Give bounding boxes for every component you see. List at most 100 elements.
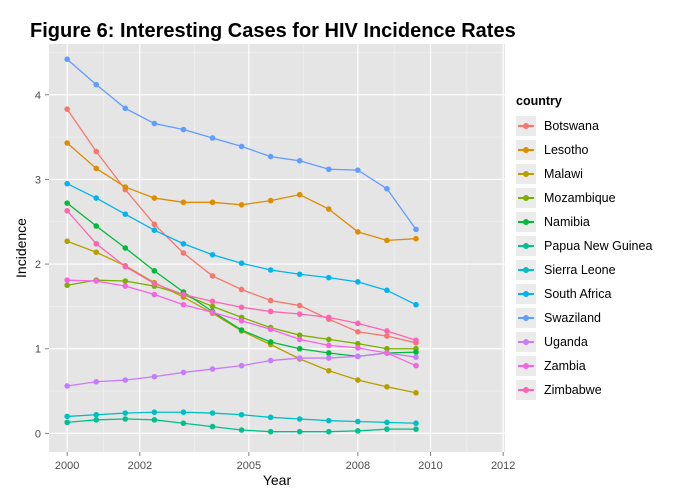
data-point-swaziland [180,126,187,133]
data-point-zambia [93,278,100,284]
data-point-zambia [296,336,303,343]
data-point-south-africa [296,271,303,278]
legend-key [516,212,536,232]
data-point-south-africa [180,240,187,247]
y-tick-label: 0 [35,428,41,440]
data-point-lesotho [122,184,129,190]
data-point-swaziland [122,105,129,112]
x-tick-label: 2010 [418,460,442,472]
data-point-zimbabwe [355,320,361,327]
data-point-zimbabwe [122,263,129,270]
data-point-mozambique [325,336,332,343]
x-tick-label: 2000 [55,460,79,472]
data-point-lesotho [93,165,100,172]
legend-item-papua-new-guinea: Papua New Guinea [516,234,652,258]
y-tick-label: 1 [35,344,41,356]
data-point-uganda [180,369,187,376]
legend-item-uganda: Uganda [516,330,652,354]
data-point-sierra-leone [355,418,361,425]
data-point-sierra-leone [64,413,70,420]
data-point-swaziland [267,153,274,160]
data-point-papua-new-guinea [325,428,332,435]
data-point-zambia [325,342,332,349]
data-point-south-africa [209,251,216,258]
data-point-mozambique [64,282,70,289]
data-point-zambia [355,345,361,351]
data-point-zimbabwe [209,298,216,305]
data-point-south-africa [93,195,100,201]
legend-label: Namibia [544,215,590,229]
y-tick-labels: 0 1 2 3 4 [35,90,41,441]
legend-items: Botswana Lesotho Malawi Mozambique Namibia Pa… [516,114,652,402]
data-point-zimbabwe [238,304,245,311]
legend-label: Zambia [544,359,586,373]
data-point-lesotho [267,197,274,204]
data-point-sierra-leone [238,411,245,418]
data-point-sierra-leone [122,410,129,416]
legend-key [516,284,536,304]
data-point-zimbabwe [151,280,158,287]
data-point-uganda [93,378,100,385]
data-point-swaziland [209,135,216,141]
data-point-botswana [238,286,245,293]
legend-item-zambia: Zambia [516,354,652,378]
chart-title: Figure 6: Interesting Cases for HIV Inci… [30,20,516,42]
data-point-namibia [64,200,70,206]
data-point-lesotho [209,199,216,206]
data-point-zimbabwe [180,291,187,298]
data-point-papua-new-guinea [93,417,100,423]
data-point-papua-new-guinea [267,428,274,435]
data-point-south-africa [267,267,274,273]
data-point-south-africa [384,287,390,294]
data-point-uganda [325,355,332,361]
data-point-namibia [93,223,100,229]
data-point-botswana [93,148,100,155]
data-point-sierra-leone [413,420,419,427]
data-point-namibia [325,350,332,356]
data-point-malawi [413,389,419,396]
data-point-lesotho [238,202,245,208]
data-point-zimbabwe [267,308,274,315]
data-point-malawi [93,249,100,256]
legend: country Botswana Lesotho Malawi Mozambique N… [516,94,652,402]
data-point-lesotho [151,195,158,201]
legend-key [516,308,536,328]
data-point-uganda [151,373,158,380]
data-point-swaziland [64,56,70,63]
data-point-zimbabwe [325,314,332,321]
data-point-papua-new-guinea [64,419,70,426]
data-point-mozambique [209,303,216,310]
data-point-uganda [209,366,216,372]
data-point-sierra-leone [151,409,158,416]
data-point-botswana [64,106,70,112]
data-point-botswana [296,302,303,309]
legend-label: Mozambique [544,191,616,205]
legend-key [516,356,536,376]
data-point-swaziland [325,166,332,173]
data-point-sierra-leone [267,414,274,421]
data-point-south-africa [122,211,129,217]
legend-item-mozambique: Mozambique [516,186,652,210]
data-point-lesotho [64,140,70,146]
data-point-namibia [413,349,419,355]
data-point-south-africa [413,301,419,308]
data-point-zimbabwe [384,328,390,334]
data-point-lesotho [180,199,187,206]
data-point-south-africa [64,180,70,187]
data-point-zambia [267,326,274,333]
legend-key [516,140,536,160]
axis-ticks [45,94,504,456]
data-point-uganda [64,383,70,389]
data-point-zambia [64,277,70,283]
legend-label: Zimbabwe [544,383,602,397]
data-point-papua-new-guinea [122,416,129,422]
data-point-lesotho [355,229,361,235]
data-point-botswana [209,273,216,279]
series-points [64,56,419,435]
data-point-sierra-leone [180,409,187,416]
data-point-papua-new-guinea [296,428,303,435]
data-point-uganda [355,353,361,360]
legend-label: South Africa [544,287,612,301]
data-point-malawi [384,384,390,390]
legend-item-lesotho: Lesotho [516,138,652,162]
